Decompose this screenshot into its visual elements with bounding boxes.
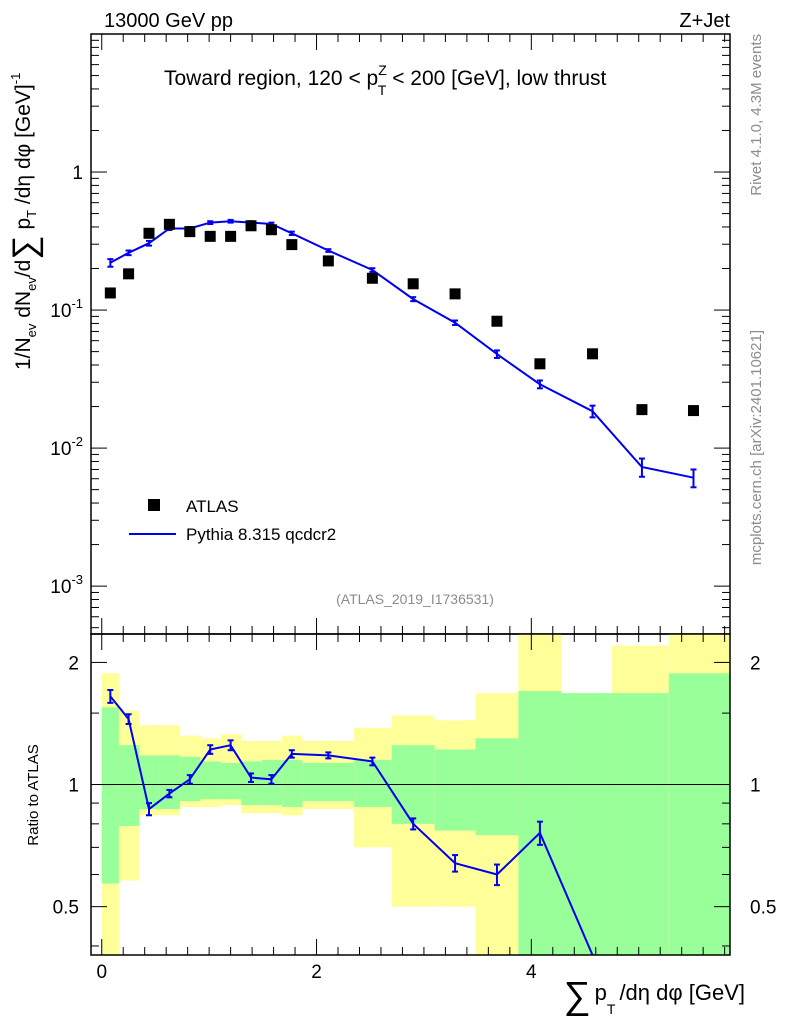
atlas-point	[265, 224, 277, 236]
main-y-tick-label: 10-3	[50, 572, 83, 598]
x-axis-label: ∑ pT/dη dφ [GeV]	[564, 975, 745, 1017]
title-prefix: Toward region, 120 < p	[164, 67, 378, 90]
title-superscript: Z	[378, 62, 387, 78]
ratio-bands	[91, 634, 730, 955]
ylabel-part-1: 1/N	[12, 337, 35, 370]
legend: ATLAS Pythia 8.315 qcdcr2	[129, 497, 336, 544]
xlabel-rest: /dη dφ [GeV]	[619, 980, 745, 1005]
mcplots-label: mcplots.cern.ch [arXiv:2401.10621]	[748, 330, 765, 565]
band-inner	[475, 738, 519, 836]
atlas-point	[534, 358, 546, 370]
x-tick-label: 4	[526, 962, 537, 983]
band-inner	[561, 693, 612, 955]
ratio-y-tick-label-right: 2	[750, 653, 761, 674]
atlas-point	[204, 230, 216, 242]
ylabel-part-3: /d	[12, 260, 35, 278]
band-inner	[611, 693, 669, 955]
band-inner	[302, 762, 355, 802]
atlas-point	[245, 220, 257, 232]
main-y-tick-label: 1	[72, 163, 83, 184]
ratio-y-tick-label-left: 0.5	[53, 898, 79, 919]
ratio-ylabel: Ratio to ATLAS	[25, 744, 42, 845]
ratio-series-layer	[107, 689, 594, 956]
band-inner	[139, 755, 160, 810]
atlas-point	[225, 230, 237, 242]
xlabel-p: p	[595, 980, 607, 1005]
plot-title: Toward region, 120 < pZ T < 200 [GeV], lo…	[164, 62, 607, 98]
band-inner	[118, 745, 140, 827]
band-inner	[668, 673, 730, 955]
ratio-frame	[90, 633, 731, 956]
atlas-point	[184, 226, 196, 238]
mc-line	[109, 220, 694, 479]
band-inner	[282, 759, 303, 808]
main-series-layer	[104, 218, 699, 489]
main-y-tick-label: 10-1	[50, 296, 83, 322]
ratio-y-tick-label-left: 1	[68, 776, 79, 797]
title-subscript: T	[378, 82, 387, 98]
band-inner	[200, 761, 221, 800]
ylabel-sub-3: T	[24, 210, 39, 218]
main-frame	[90, 33, 731, 635]
ylabel-p: p	[12, 218, 35, 236]
main-y-tick-label: 10-2	[50, 434, 83, 460]
ylabel-exp: -1	[8, 73, 23, 85]
ylabel-sub-1: ev	[24, 323, 39, 337]
atlas-point	[636, 404, 648, 416]
atlas-point	[104, 287, 116, 299]
ratio-y-tick-label-right: 1	[750, 776, 761, 797]
band-inner	[354, 759, 392, 808]
atlas-point	[322, 255, 334, 267]
band-inner	[241, 761, 262, 806]
atlas-point	[407, 278, 419, 290]
process-label: Z+Jet	[679, 10, 730, 32]
analysis-id: (ATLAS_2019_I1736531)	[336, 591, 494, 607]
legend-data-marker	[148, 499, 160, 511]
ylabel-part-4: /dη dφ [GeV]	[12, 84, 35, 210]
rivet-label: Rivet 4.1.0, 4.3M events	[748, 34, 765, 196]
atlas-point	[143, 227, 155, 239]
atlas-point	[286, 239, 298, 251]
ratio-axes: 0.5 0.5 1 1 2 2 0 2 4	[53, 633, 776, 983]
x-tick-label: 2	[311, 962, 322, 983]
atlas-point	[449, 288, 461, 300]
ylabel-sub-2: ev	[24, 277, 39, 291]
energy-label: 13000 GeV pp	[104, 10, 233, 32]
ylabel-sigma: ∑	[6, 235, 44, 259]
legend-mc-label: Pythia 8.315 qcdcr2	[186, 525, 336, 544]
atlas-point	[366, 272, 378, 284]
band-inner	[220, 762, 242, 800]
atlas-point	[123, 268, 135, 280]
xlabel-sub: T	[607, 1001, 616, 1017]
legend-data-label: ATLAS	[186, 497, 239, 516]
atlas-point	[587, 348, 599, 360]
band-inner	[101, 707, 119, 884]
atlas-point	[687, 405, 699, 417]
atlas-point	[163, 218, 175, 230]
atlas-point	[491, 315, 503, 327]
ratio-y-tick-label-left: 2	[68, 653, 79, 674]
main-axes: 10-3 10-2 10-1 1	[50, 33, 731, 635]
ratio-y-tick-label-right: 0.5	[750, 898, 776, 919]
band-inner	[434, 749, 476, 831]
title-suffix: < 200 [GeV], low thrust	[386, 67, 606, 90]
band-inner	[159, 755, 181, 810]
ylabel-part-2: dN	[12, 291, 35, 324]
main-ylabel: 1/Nev dNev/d∑ pT /dη dφ [GeV]-1	[6, 73, 44, 370]
x-tick-label: 0	[96, 962, 107, 983]
xlabel-sigma: ∑	[564, 975, 591, 1017]
